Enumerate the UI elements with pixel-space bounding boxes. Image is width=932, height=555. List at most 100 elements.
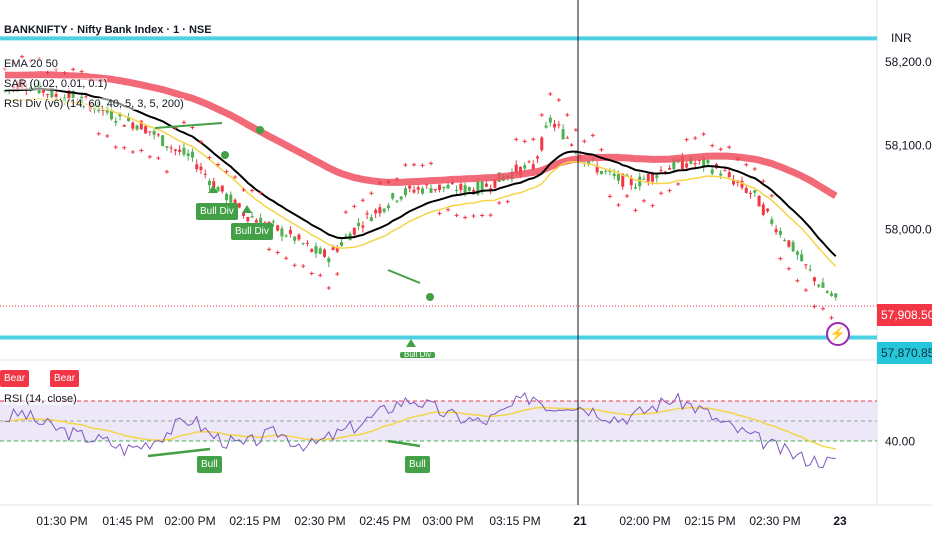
sar-dot [471, 213, 476, 218]
candle [335, 247, 339, 252]
candle [344, 235, 348, 237]
sar-dot [616, 202, 621, 207]
candle [361, 225, 365, 228]
rsi-ma-line [4, 406, 836, 450]
candle [455, 189, 459, 191]
candle [595, 165, 599, 173]
candle [706, 159, 710, 164]
sar-dot [411, 162, 416, 167]
bull-badge: Bull [197, 456, 222, 473]
candle [757, 195, 761, 207]
lightning-icon[interactable]: ⚡ [826, 322, 850, 346]
candle [84, 96, 88, 98]
candle [821, 282, 825, 288]
candle [548, 117, 552, 123]
candle [702, 158, 706, 168]
level-price-tag: 57,870.85 [877, 342, 932, 364]
sar-dot [207, 155, 212, 160]
symbol-title[interactable]: BANKNIFTY · Nifty Bank Index · 1 · NSE [4, 24, 212, 36]
time-tick-label: 02:00 PM [164, 514, 215, 528]
sar-dot [718, 147, 723, 152]
candle [638, 176, 642, 187]
currency-label[interactable]: INR [891, 31, 912, 45]
sar-dot [463, 215, 468, 220]
candle [442, 186, 446, 189]
sar-dot [480, 213, 485, 218]
candle [284, 235, 288, 237]
candle [182, 147, 186, 155]
sar-dot [590, 133, 595, 138]
signal-arrow [406, 339, 416, 347]
rsi-div-legend[interactable]: RSI Div (v6) (14, 60, 40, 5, 3, 5, 200) [4, 98, 184, 110]
candle [276, 225, 280, 231]
candle [536, 156, 540, 159]
sar-dot [454, 213, 459, 218]
candle [365, 213, 369, 215]
candle [161, 135, 165, 147]
last-price-tag: 57,908.50 [877, 304, 932, 326]
candle [634, 187, 638, 189]
candle [787, 240, 791, 247]
candle [271, 221, 275, 223]
candle [135, 125, 139, 130]
candle [544, 125, 548, 128]
time-tick-label: 03:00 PM [422, 514, 473, 528]
candle [314, 246, 318, 254]
candle [207, 180, 211, 186]
candle [352, 227, 356, 235]
candle [212, 181, 216, 188]
sar-dot [650, 203, 655, 208]
sar-dot [275, 250, 280, 255]
candle [3, 90, 7, 92]
candle [46, 94, 50, 96]
sar-dot [335, 272, 340, 277]
candle [403, 188, 407, 196]
candle [71, 92, 75, 98]
candle [118, 113, 122, 117]
candle [242, 212, 246, 216]
price-tick-label: 58,100.00 [885, 139, 932, 153]
sar-dot [326, 286, 331, 291]
candle [766, 208, 770, 212]
candle [327, 258, 331, 263]
sar-dot [292, 263, 297, 268]
divergence-dot [426, 293, 434, 301]
sar-legend[interactable]: SAR (0.02, 0.01, 0.1) [4, 78, 108, 90]
candle [599, 170, 603, 175]
ema-slow-line [4, 71, 838, 199]
candle [331, 247, 335, 251]
signal-arrow [242, 205, 252, 213]
candle [723, 170, 727, 172]
candle [557, 124, 561, 126]
sar-dot [514, 137, 519, 142]
bull-div-badge: Bull Div [231, 223, 273, 240]
sar-dot [710, 143, 715, 148]
candle [467, 187, 471, 191]
rsi-legend[interactable]: RSI (14, close) [4, 393, 77, 405]
candle [625, 174, 629, 176]
sar-dot [786, 266, 791, 271]
candle [288, 230, 292, 235]
candle [186, 153, 190, 157]
ema-legend[interactable]: EMA 20 50 [4, 58, 58, 70]
sar-dot [258, 190, 263, 195]
rsi-pane[interactable] [0, 392, 877, 469]
candle [761, 204, 765, 215]
sar-dot [79, 69, 84, 74]
time-tick-label: 02:30 PM [294, 514, 345, 528]
candle [540, 137, 544, 151]
time-tick-label: 01:45 PM [102, 514, 153, 528]
sar-dot [582, 139, 587, 144]
candle [570, 144, 574, 146]
candle [770, 219, 774, 224]
sar-dot [429, 161, 434, 166]
sar-dot [130, 149, 135, 154]
sar-dot [156, 156, 161, 161]
candle [616, 174, 620, 181]
candle [216, 187, 220, 192]
candle [386, 205, 390, 209]
time-tick-label: 21 [573, 514, 587, 528]
sar-dot [241, 187, 246, 192]
candle [305, 242, 309, 244]
candle [740, 180, 744, 188]
